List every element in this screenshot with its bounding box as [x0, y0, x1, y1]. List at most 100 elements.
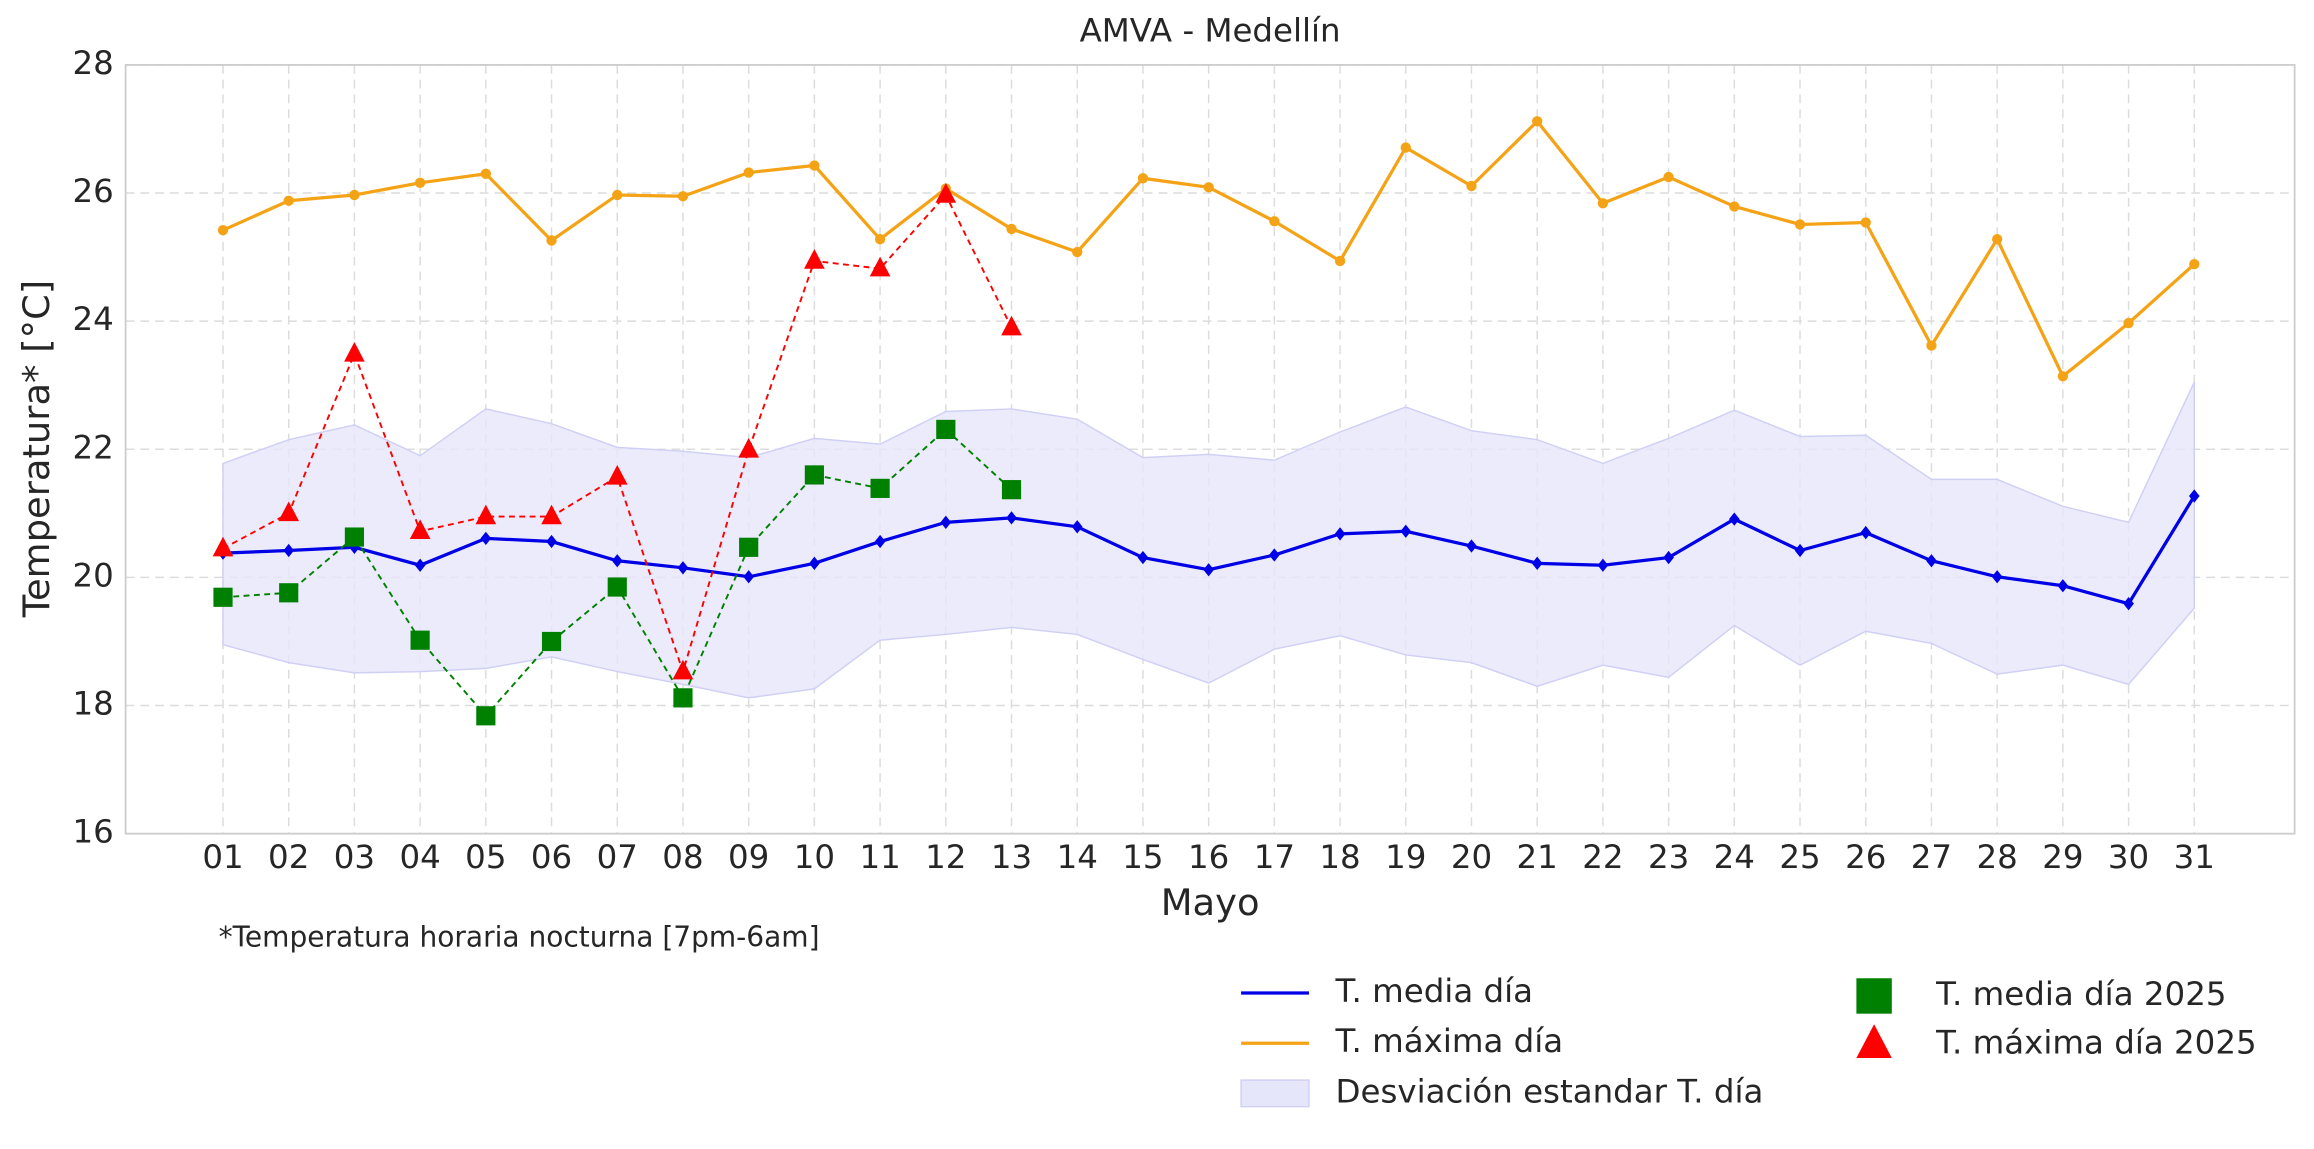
- x-tick-label: 30: [2108, 838, 2149, 876]
- data-point: [1532, 116, 1543, 127]
- x-axis-label: Mayo: [1161, 881, 1260, 924]
- std-band: [222, 381, 2196, 699]
- data-point: [809, 556, 820, 570]
- x-tick-label: 16: [1188, 838, 1229, 876]
- x-tick-label: 19: [1385, 838, 1426, 876]
- data-point: [546, 235, 557, 246]
- data-point: [1729, 201, 1740, 212]
- x-tick-label: 14: [1057, 838, 1098, 876]
- x-tick-label: 06: [531, 838, 572, 876]
- x-tick-label: 09: [728, 838, 769, 876]
- x-tick-label: 22: [1582, 838, 1623, 876]
- x-tick-label: 20: [1451, 838, 1492, 876]
- x-tick-label: 28: [1977, 838, 2018, 876]
- legend-swatch: [1240, 1079, 1310, 1108]
- legend-marker: [1856, 1024, 1892, 1058]
- x-tick-label: 07: [597, 838, 638, 876]
- data-point: [1334, 255, 1346, 267]
- data-point: [283, 195, 294, 206]
- data-point: [1400, 142, 1411, 153]
- x-tick-label: 25: [1779, 838, 1820, 876]
- legend-label: Desviación estandar T. día: [1336, 1072, 1764, 1110]
- data-point: [1001, 480, 1022, 500]
- legend-marker: [1856, 978, 1892, 1014]
- legend-label: T. media día: [1335, 972, 1534, 1010]
- data-point: [541, 504, 562, 525]
- data-point: [1071, 520, 1083, 534]
- data-point: [936, 419, 956, 440]
- data-point: [743, 167, 754, 178]
- data-point: [677, 191, 689, 202]
- data-point: [673, 688, 693, 708]
- x-tick-label: 27: [1911, 838, 1952, 876]
- data-point: [611, 554, 623, 568]
- y-tick-label: 22: [73, 428, 114, 466]
- data-point: [739, 537, 759, 557]
- data-point: [804, 465, 824, 485]
- data-point: [1794, 219, 1806, 230]
- x-tick-label: 24: [1714, 838, 1755, 876]
- data-point: [1269, 216, 1280, 227]
- x-tick-label: 15: [1122, 838, 1163, 876]
- x-tick-label: 23: [1648, 838, 1689, 876]
- data-point: [278, 501, 300, 522]
- legend-label: T. máxima día 2025: [1935, 1024, 2257, 1062]
- data-point: [212, 536, 234, 557]
- data-point: [213, 587, 233, 607]
- data-point: [279, 583, 299, 603]
- data-point: [1991, 234, 2003, 245]
- data-point: [217, 225, 229, 236]
- x-tick-label: 03: [334, 838, 375, 876]
- data-point: [1203, 182, 1214, 193]
- legend-label: T. media día 2025: [1935, 975, 2226, 1013]
- y-tick-label: 28: [73, 44, 114, 82]
- data-point: [1466, 539, 1477, 553]
- data-point: [1006, 223, 1017, 235]
- plot-frame: [124, 64, 2296, 835]
- data-point: [870, 478, 890, 498]
- x-tick-label: 29: [2042, 838, 2083, 876]
- data-point: [809, 160, 820, 171]
- data-point: [738, 438, 760, 458]
- chart-title: AMVA - Medellín: [1080, 11, 1341, 49]
- data-point: [1597, 558, 1609, 572]
- data-point: [541, 631, 562, 652]
- data-point: [1794, 543, 1806, 558]
- y-axis-label: Temperatura* [°C]: [15, 280, 58, 618]
- x-tick-label: 26: [1845, 838, 1886, 876]
- x-tick-label: 08: [662, 838, 703, 876]
- data-point: [1466, 180, 1477, 192]
- data-point: [475, 504, 497, 525]
- data-point: [344, 527, 365, 547]
- x-tick-label: 21: [1517, 838, 1558, 876]
- y-tick-label: 26: [73, 172, 114, 210]
- data-point: [414, 177, 426, 188]
- data-point: [874, 534, 886, 549]
- x-tick-label: 04: [399, 838, 440, 876]
- data-point: [2123, 317, 2134, 329]
- x-tick-label: 11: [859, 838, 900, 876]
- x-tick-label: 10: [794, 838, 835, 876]
- data-point: [1137, 173, 1149, 184]
- data-point: [1001, 315, 1022, 336]
- data-point: [1663, 171, 1674, 183]
- data-point: [804, 249, 825, 269]
- x-tick-label: 13: [991, 838, 1032, 876]
- legend-label: T. máxima día: [1335, 1022, 1564, 1060]
- data-point: [1729, 512, 1740, 526]
- x-tick-label: 17: [1254, 838, 1295, 876]
- data-point: [1597, 198, 1609, 209]
- data-point: [414, 558, 426, 572]
- data-point: [410, 630, 430, 650]
- data-point: [1926, 340, 1937, 351]
- data-point: [606, 464, 628, 485]
- x-tick-label: 18: [1319, 838, 1360, 876]
- x-tick-label: 02: [268, 838, 309, 876]
- data-point: [409, 519, 431, 540]
- y-tick-label: 24: [73, 300, 114, 338]
- x-tick-label: 01: [202, 838, 243, 876]
- data-point: [2057, 579, 2069, 593]
- data-point: [2189, 258, 2200, 270]
- data-point: [612, 189, 623, 201]
